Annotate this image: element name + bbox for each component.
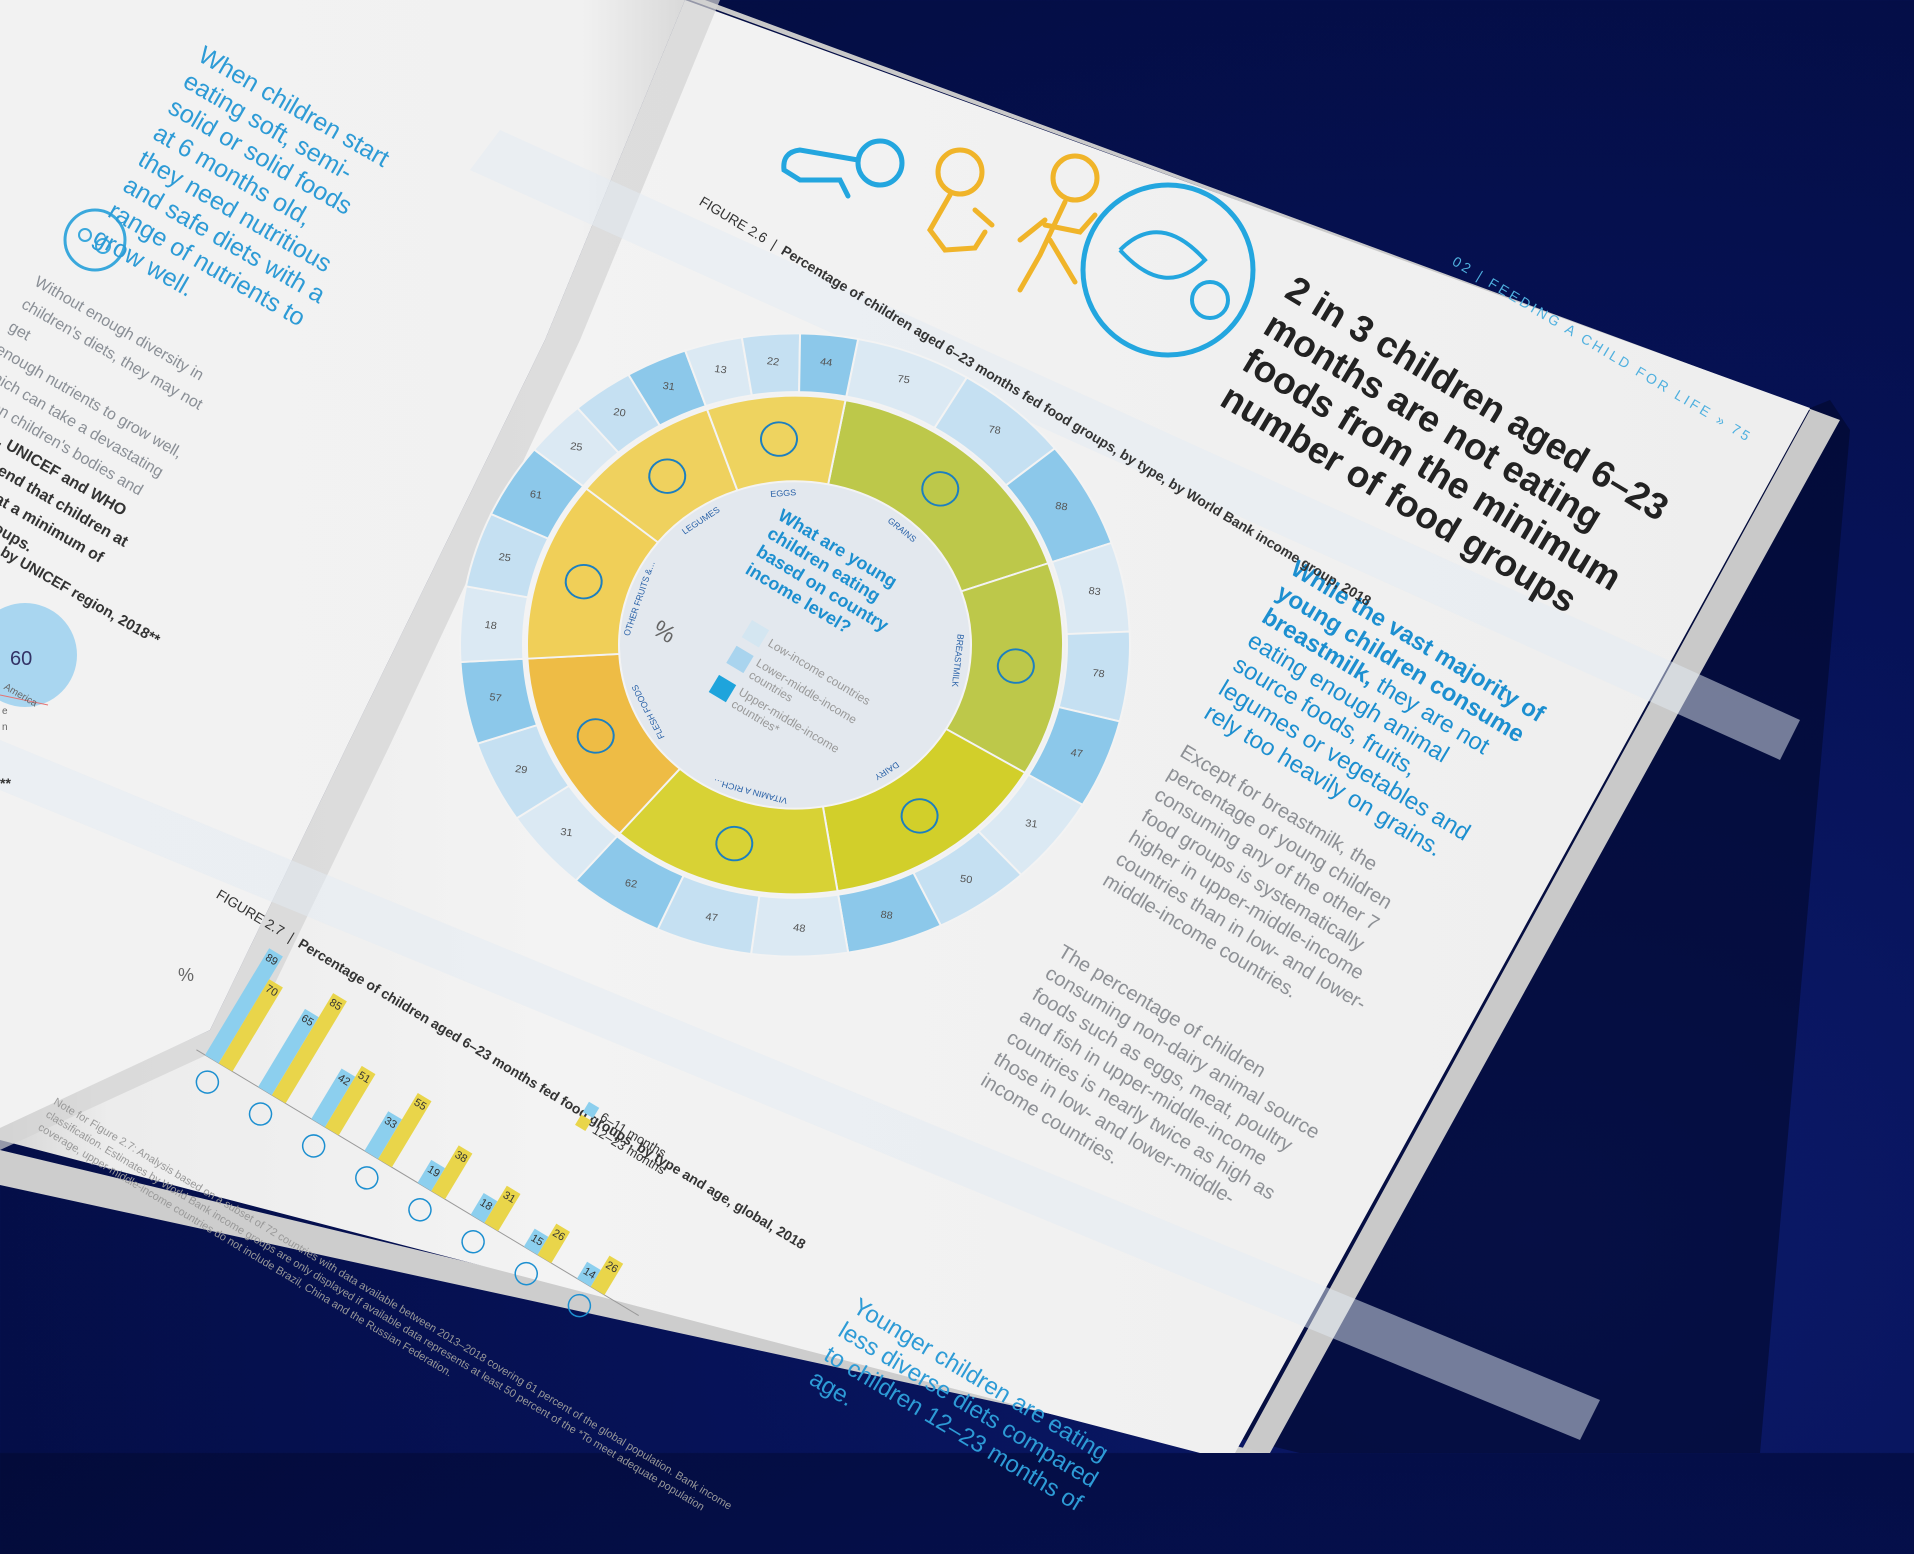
band — [470, 130, 1800, 760]
income-value: 78 — [1092, 667, 1106, 680]
bar — [590, 1255, 624, 1296]
bar-value: 38 — [453, 1149, 470, 1166]
bar-value: 18 — [478, 1197, 495, 1214]
food-group-icon — [576, 718, 615, 754]
bar — [378, 1093, 432, 1168]
bar-axis — [196, 1049, 639, 1317]
bar — [271, 993, 347, 1104]
food-group-icon — [759, 421, 798, 457]
bar-value: 85 — [327, 997, 344, 1014]
bar — [577, 1261, 601, 1287]
income-value: 20 — [613, 406, 627, 419]
income-value: 62 — [624, 877, 638, 890]
bar — [311, 1068, 356, 1128]
income-value: 44 — [819, 356, 833, 369]
bar-value: 42 — [335, 1072, 352, 1089]
income-value: 88 — [880, 909, 894, 922]
food-group-icon — [301, 1134, 326, 1158]
food-group-icon — [248, 1102, 273, 1126]
income-value: 47 — [1070, 747, 1084, 760]
income-value: 61 — [529, 489, 543, 502]
sitting-baby-icon — [927, 147, 995, 253]
income-value: 18 — [484, 619, 498, 632]
bar — [205, 948, 283, 1064]
bar — [537, 1223, 571, 1264]
food-group-icon — [648, 458, 687, 494]
income-value: 47 — [705, 911, 719, 924]
food-group-icon — [996, 648, 1035, 684]
bar — [258, 1008, 319, 1096]
income-value: 78 — [988, 424, 1002, 437]
magazine-scene: 757888GRAINS837847BREASTMILK315088DAIRY4… — [0, 0, 1850, 1453]
income-cell — [798, 332, 860, 398]
income-value: 31 — [1024, 818, 1038, 831]
income-value: 83 — [1088, 585, 1102, 598]
income-value: 13 — [714, 363, 728, 376]
food-group-icon — [564, 563, 603, 600]
income-value: 25 — [569, 441, 583, 454]
bar — [364, 1111, 402, 1160]
bar — [325, 1065, 376, 1136]
income-value: 25 — [498, 551, 512, 564]
food-group-icon — [461, 1230, 485, 1254]
bar — [470, 1193, 498, 1223]
bar-value: 51 — [356, 1069, 373, 1086]
food-groups-donut-chart: 757888GRAINS837847BREASTMILK315088DAIRY4… — [459, 332, 1131, 958]
food-group-icon — [408, 1198, 432, 1222]
bar-value: 26 — [603, 1259, 620, 1276]
food-group-icon — [715, 825, 754, 862]
bar — [431, 1145, 473, 1200]
bar-value: 15 — [529, 1232, 546, 1249]
food-group-icon — [355, 1166, 379, 1190]
gutter — [0, 0, 720, 1150]
income-value: 29 — [514, 763, 528, 776]
bar — [218, 979, 283, 1072]
food-plate-icon — [1080, 182, 1256, 358]
bar-value: 14 — [581, 1265, 598, 1282]
bubble-line — [0, 694, 49, 706]
segment-label: EGGS — [770, 487, 797, 498]
income-value: 57 — [489, 691, 503, 704]
food-diversity-icon — [63, 208, 127, 272]
band — [0, 740, 1600, 1440]
bar — [417, 1159, 445, 1191]
donut-label-ring — [620, 482, 970, 808]
food-group-icon — [195, 1070, 220, 1094]
food-group-icon — [514, 1261, 539, 1286]
income-value: 88 — [1055, 500, 1069, 513]
bar-value: 33 — [382, 1115, 399, 1132]
income-value: 48 — [792, 922, 806, 935]
bar-value: 65 — [299, 1012, 316, 1029]
bar-value: 26 — [550, 1227, 567, 1244]
bar — [523, 1228, 549, 1255]
bar-value: 70 — [263, 983, 280, 1000]
bar-value: 89 — [263, 952, 280, 969]
food-group-icon — [921, 471, 960, 507]
bar-value: 31 — [501, 1189, 518, 1206]
crawling-baby-icon — [781, 138, 905, 199]
bar-value: 19 — [425, 1163, 442, 1180]
income-value: 31 — [662, 380, 676, 393]
income-value: 22 — [766, 355, 780, 368]
region-bubble — [0, 603, 77, 707]
walking-child-icon — [1017, 153, 1100, 293]
food-group-icon — [567, 1293, 592, 1318]
bar-value: 55 — [412, 1097, 429, 1114]
food-group-icon — [900, 798, 939, 834]
donut-segment — [705, 394, 847, 492]
income-value: 50 — [959, 873, 973, 886]
income-value: 75 — [897, 373, 911, 386]
bar — [484, 1185, 521, 1232]
income-value: 31 — [560, 826, 574, 839]
